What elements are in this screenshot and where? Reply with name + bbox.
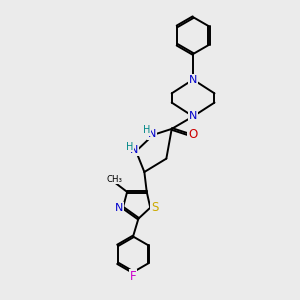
- Text: F: F: [130, 270, 136, 283]
- Text: N: N: [130, 145, 139, 155]
- Text: S: S: [151, 201, 158, 214]
- Text: N: N: [189, 75, 197, 85]
- Text: N: N: [189, 111, 197, 122]
- Text: H: H: [143, 125, 150, 135]
- Text: N: N: [115, 203, 123, 213]
- Text: CH₃: CH₃: [106, 175, 123, 184]
- Text: N: N: [148, 129, 156, 139]
- Text: H: H: [126, 142, 133, 152]
- Text: O: O: [188, 128, 197, 141]
